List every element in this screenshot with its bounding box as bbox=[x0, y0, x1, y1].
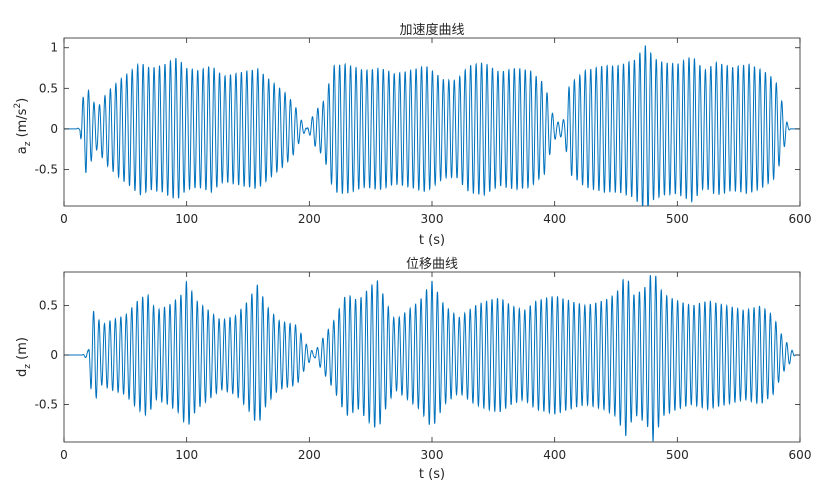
acceleration-y-label: az (m/s2) bbox=[13, 98, 33, 155]
x-tick-label-0: 0 bbox=[60, 448, 68, 462]
y-label-base: a bbox=[15, 146, 30, 154]
x-tick-label-6: 600 bbox=[789, 448, 812, 462]
y-tick-label-0: -0.5 bbox=[35, 397, 58, 411]
displacement-y-label: dz (m) bbox=[15, 337, 33, 377]
y-label-sup: 2 bbox=[13, 103, 23, 109]
acceleration-x-label: t (s) bbox=[419, 233, 445, 248]
svg-text:az (m/s2): az (m/s2) bbox=[13, 98, 33, 155]
x-tick-label-2: 200 bbox=[298, 212, 321, 226]
x-tick-label-5: 500 bbox=[666, 448, 689, 462]
y-tick-label-0: -0.5 bbox=[35, 162, 58, 176]
y-tick-label-1: 0 bbox=[50, 348, 58, 362]
x-tick-label-4: 400 bbox=[543, 448, 566, 462]
x-tick-label-6: 600 bbox=[789, 212, 812, 226]
displacement-axes: 位移曲线 dz (m) t (s) 0 100 200 300 400 500 600 -0.… bbox=[15, 257, 811, 482]
x-tick-label-0: 0 bbox=[60, 212, 68, 226]
series-line-0 bbox=[64, 275, 800, 442]
x-tick-label-1: 100 bbox=[175, 212, 198, 226]
x-tick-label-4: 400 bbox=[543, 212, 566, 226]
y-label-sub: z bbox=[23, 364, 33, 369]
x-tick-label-5: 500 bbox=[666, 212, 689, 226]
x-tick-label-3: 300 bbox=[421, 448, 444, 462]
x-tick-label-3: 300 bbox=[421, 212, 444, 226]
y-tick-label-3: 1 bbox=[50, 41, 58, 55]
y-tick-label-2: 0.5 bbox=[39, 81, 58, 95]
x-tick-label-2: 200 bbox=[298, 448, 321, 462]
y-label-sub: z bbox=[23, 141, 33, 146]
y-label-unit: (m) bbox=[15, 337, 30, 364]
series-line-0 bbox=[64, 45, 800, 206]
plot-area bbox=[63, 37, 801, 207]
displacement-title: 位移曲线 bbox=[406, 257, 458, 272]
displacement-x-label: t (s) bbox=[419, 467, 445, 482]
svg-text:dz (m): dz (m) bbox=[15, 337, 33, 377]
acceleration-title: 加速度曲线 bbox=[399, 22, 464, 38]
y-tick-label-1: 0 bbox=[50, 122, 58, 136]
x-tick-label-1: 100 bbox=[175, 448, 198, 462]
acceleration-axes: 加速度曲线 az (m/s2) t (s) 0 100 200 300 400 500 60… bbox=[13, 22, 811, 248]
y-label-unit: (m/s bbox=[15, 108, 30, 141]
y-label-close: ) bbox=[15, 98, 30, 103]
y-tick-label-2: 0.5 bbox=[39, 299, 58, 313]
y-label-base: d bbox=[15, 369, 30, 377]
